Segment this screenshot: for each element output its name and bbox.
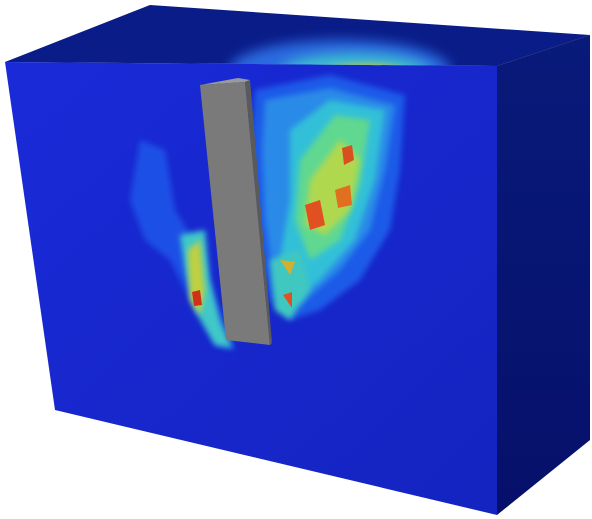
side-face: [497, 35, 590, 515]
page: [0, 0, 592, 519]
scene: [0, 0, 592, 519]
